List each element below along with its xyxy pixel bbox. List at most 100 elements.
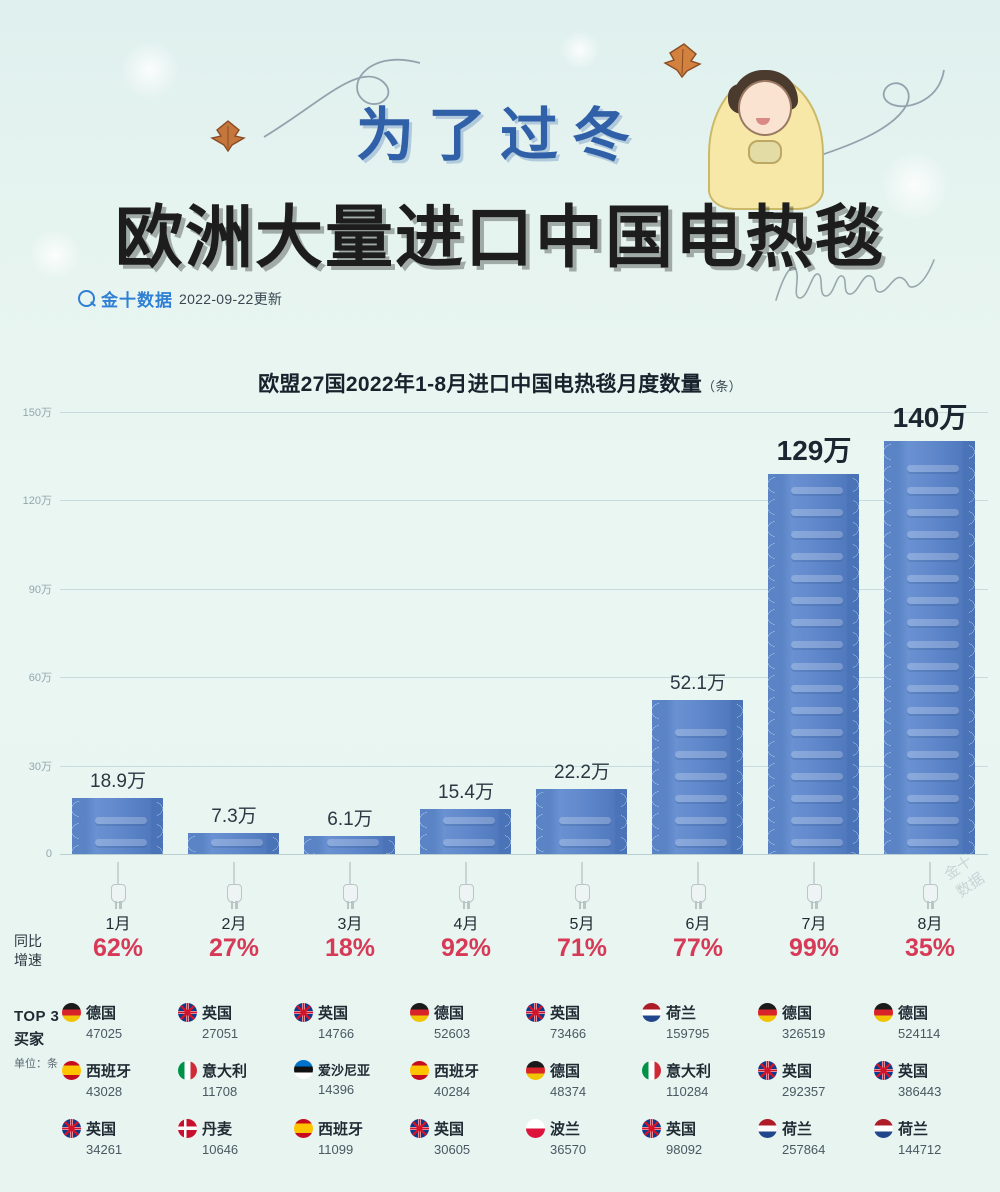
power-plug-icon xyxy=(110,884,126,909)
power-plug-icon xyxy=(690,884,706,909)
top3-country: 英国 xyxy=(758,1060,874,1081)
bar-blanket-shape xyxy=(188,832,279,854)
jinshi-logo-icon xyxy=(78,290,95,307)
flag-icon xyxy=(410,1061,429,1080)
flag-icon xyxy=(642,1003,661,1022)
blanket-fold-line xyxy=(559,817,611,824)
top3-country-name: 英国 xyxy=(898,1063,929,1080)
growth-rate-value: 62% xyxy=(92,934,144,962)
top3-country-value: 524114 xyxy=(898,1026,941,1041)
blanket-fold-line xyxy=(327,839,379,846)
flag-icon xyxy=(294,1119,313,1138)
top3-column: 英国 73466 德国 48374 波兰 36570 xyxy=(526,1002,642,1176)
gridline: 60万 xyxy=(29,672,988,684)
header: 为了过冬 欧洲大量进口中国电热毯 金十数据 2022-09-22更新 xyxy=(0,0,1000,330)
top3-country-value: 14396 xyxy=(318,1082,355,1097)
top3-entry: 爱沙尼亚 14396 xyxy=(294,1060,410,1118)
top3-country: 英国 xyxy=(62,1118,178,1139)
gridline: 150万 xyxy=(23,407,988,419)
top3-country-value: 30605 xyxy=(434,1142,471,1157)
x-axis-month-cell: 8月 xyxy=(872,862,988,934)
top3-entry: 英国 27051 xyxy=(178,1002,294,1060)
top3-country-value: 257864 xyxy=(782,1142,826,1157)
x-axis-month-cell: 1月 xyxy=(60,862,176,934)
bar-value-label: 18.9万 xyxy=(90,771,146,793)
blanket-fold-line xyxy=(907,575,959,582)
blanket-fold-line xyxy=(907,641,959,648)
plug-cord xyxy=(465,862,467,884)
top3-country-value: 98092 xyxy=(666,1142,703,1157)
bar-value-label: 6.1万 xyxy=(327,809,373,831)
x-axis-month-cell: 3月 xyxy=(292,862,408,934)
chart-plot-area: 150万 120万 90万 60万 30万 0 18.9万 7.3万 6.1万 15.4万 22.… xyxy=(23,402,988,901)
top3-label-line2: 买家 xyxy=(14,1031,45,1048)
top3-country-name: 英国 xyxy=(434,1121,465,1138)
top3-country-value: 292357 xyxy=(782,1084,826,1099)
x-axis-month-label: 1月 xyxy=(105,916,131,933)
flag-icon xyxy=(874,1003,893,1022)
power-plug-icon xyxy=(806,884,822,909)
blanket-fold-line xyxy=(95,817,147,824)
top3-entry: 英国 73466 xyxy=(526,1002,642,1060)
top3-country: 丹麦 xyxy=(178,1118,294,1139)
blanket-fold-line xyxy=(791,663,843,670)
x-axis-month-cell: 2月 xyxy=(176,862,292,934)
blanket-fold-line xyxy=(443,839,495,846)
top3-country: 荷兰 xyxy=(758,1118,874,1139)
top3-country-value: 386443 xyxy=(898,1084,942,1099)
top3-country-value: 11099 xyxy=(318,1142,354,1157)
top3-country-value: 27051 xyxy=(202,1026,239,1041)
top3-country: 爱沙尼亚 xyxy=(294,1060,410,1079)
top3-country: 德国 xyxy=(410,1002,526,1023)
top3-country: 英国 xyxy=(294,1002,410,1023)
y-axis-tick-label: 60万 xyxy=(28,672,52,685)
bar-column: 140万 xyxy=(884,402,975,854)
top3-country-value: 144712 xyxy=(898,1142,942,1157)
bar-column: 22.2万 xyxy=(536,762,627,855)
top3-entry: 英国 98092 xyxy=(642,1118,758,1176)
x-axis-month-label: 7月 xyxy=(801,916,827,933)
plug-cord xyxy=(929,862,931,884)
plug-cord xyxy=(233,862,235,884)
power-plug-icon xyxy=(226,884,242,909)
top3-country-value: 36570 xyxy=(550,1142,587,1157)
top3-country-name: 英国 xyxy=(202,1005,233,1022)
flag-icon xyxy=(526,1061,545,1080)
person-wrapped-in-blanket-illustration xyxy=(700,52,832,212)
blanket-fold-line xyxy=(791,729,843,736)
source-line: 金十数据 2022-09-22更新 xyxy=(78,286,282,311)
bar-column: 7.3万 xyxy=(188,806,279,854)
top3-country-value: 48374 xyxy=(550,1084,587,1099)
top3-country: 德国 xyxy=(874,1002,990,1023)
bar-blanket-shape xyxy=(768,473,859,855)
blanket-fold-line xyxy=(559,839,611,846)
chart-unit: （条） xyxy=(702,379,742,394)
top3-country-name: 丹麦 xyxy=(202,1121,233,1138)
bar-column: 6.1万 xyxy=(304,809,395,854)
flag-icon xyxy=(178,1003,197,1022)
top3-country-name: 荷兰 xyxy=(666,1005,697,1022)
top3-entry: 德国 524114 xyxy=(874,1002,990,1060)
top3-entry: 意大利 110284 xyxy=(642,1060,758,1118)
hands-shape xyxy=(748,140,782,164)
x-axis-month-label: 3月 xyxy=(337,916,363,933)
growth-rate-value: 18% xyxy=(324,934,376,962)
top3-country-name: 荷兰 xyxy=(898,1121,929,1138)
top3-country-name: 西班牙 xyxy=(434,1063,480,1080)
top3-entry: 德国 52603 xyxy=(410,1002,526,1060)
bar-blanket-shape xyxy=(304,836,395,854)
blanket-fold-line xyxy=(791,509,843,516)
x-axis-month-label: 6月 xyxy=(685,916,711,933)
top3-country-value: 159795 xyxy=(666,1026,710,1041)
plug-cord xyxy=(349,862,351,884)
flag-icon xyxy=(294,1060,313,1079)
blanket-fold-line xyxy=(907,531,959,538)
face-shape xyxy=(738,80,792,136)
blanket-fold-line xyxy=(907,597,959,604)
top3-country-value: 11708 xyxy=(202,1084,238,1099)
y-axis-tick-label: 90万 xyxy=(28,583,52,596)
flag-icon xyxy=(62,1003,81,1022)
flag-icon xyxy=(874,1119,893,1138)
blanket-fold-line xyxy=(907,751,959,758)
top3-country: 英国 xyxy=(410,1118,526,1139)
